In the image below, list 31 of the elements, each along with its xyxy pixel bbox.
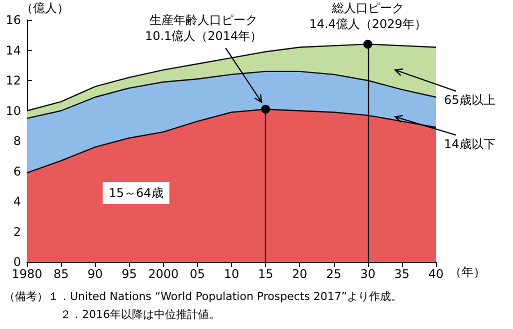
text: ２．2016年以降は中位推計値。 [60,308,220,321]
series-label: 65歳以上 [444,93,496,108]
y-tick-label: 12 [6,74,21,88]
y-tick-label: 0 [13,255,21,269]
x-tick-label: 10 [224,267,240,281]
x-tick-label: 20 [292,267,308,281]
x-axis-title: （年） [450,265,486,279]
y-tick-label: 6 [13,164,21,178]
series-label: 15～64歳 [108,186,164,200]
x-tick-label: 25 [326,267,342,281]
x-tick-label: 1980 [12,267,42,281]
x-tick-label: 30 [360,267,376,281]
x-tick-label: 95 [122,267,137,281]
y-tick-label: 14 [6,43,21,58]
x-tick-label: 85 [53,267,69,281]
y-tick-label: 2 [13,224,21,239]
x-tick-label: 15 [258,267,274,281]
y-tick-label: 8 [13,134,21,148]
x-tick-label: 2000 [148,267,179,281]
x-tick-label: 40 [428,267,444,281]
y-tick-label: 10 [6,104,21,118]
x-tick-label: 35 [394,267,410,281]
text: （備考）１．United Nations “World Population Prospects 2017”より作成。 [4,290,402,303]
x-tick-label: 05 [190,267,206,281]
x-tick-label: 90 [88,267,103,281]
annotation: 総人口ピーク 14.4億人（2029年） [309,1,426,31]
annotation: 生産年齢人口ピーク 10.1億人（2014年） [144,13,262,43]
y-tick-label: 16 [6,13,21,27]
y-axis-title: （億人） [21,1,69,16]
series-label: 14歳以下 [444,137,496,152]
y-tick-label: 4 [13,194,21,208]
